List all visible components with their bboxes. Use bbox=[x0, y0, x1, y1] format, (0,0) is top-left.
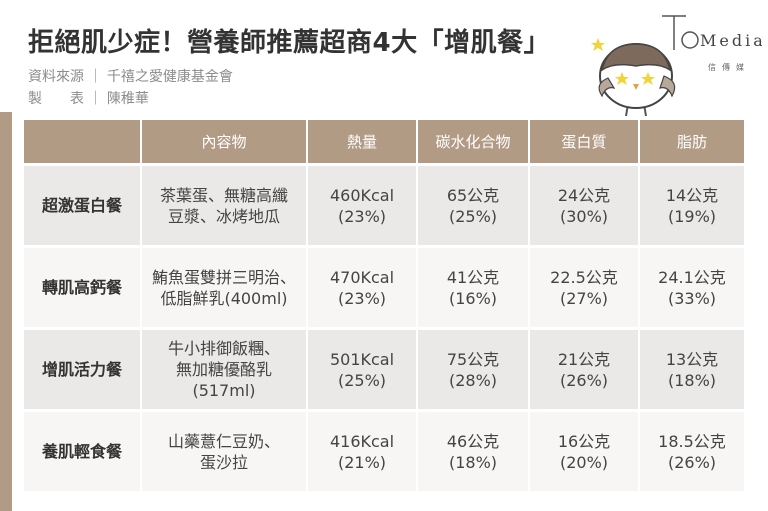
calories-percent: (23%) bbox=[337, 206, 387, 226]
content-line: 無加糖優酪乳 bbox=[175, 360, 272, 379]
protein-cell: 24公克 (30%) bbox=[530, 166, 640, 245]
calories-value: 501Kcal bbox=[329, 349, 395, 369]
fat-percent: (26%) bbox=[667, 452, 717, 472]
carb-percent: (25%) bbox=[448, 206, 498, 226]
protein-percent: (27%) bbox=[559, 288, 609, 308]
source-separator: ｜ bbox=[88, 69, 103, 85]
calories-value: 460Kcal bbox=[329, 185, 395, 205]
meal-content: 山藥薏仁豆奶、 蛋沙拉 bbox=[142, 412, 308, 491]
content-line: 山藥薏仁豆奶、 bbox=[167, 431, 280, 451]
carb-cell: 65公克 (25%) bbox=[418, 166, 530, 245]
calories-value: 416Kcal bbox=[329, 431, 395, 451]
carb-cell: 75公克 (28%) bbox=[418, 330, 530, 409]
calories-percent: (23%) bbox=[337, 288, 387, 308]
fat-value: 18.5公克 bbox=[658, 431, 726, 451]
fat-cell: 18.5公克 (26%) bbox=[640, 412, 744, 491]
carb-value: 46公克 bbox=[446, 431, 500, 451]
header-cell bbox=[24, 120, 142, 163]
source-label: 資料來源 bbox=[28, 69, 84, 85]
carb-percent: (16%) bbox=[448, 288, 498, 308]
media-logo: Media 信傳媒 bbox=[658, 12, 762, 72]
carb-value: 65公克 bbox=[446, 185, 500, 205]
protein-value: 22.5公克 bbox=[550, 267, 618, 287]
fat-value: 14公克 bbox=[665, 185, 719, 205]
calories-cell: 460Kcal (23%) bbox=[308, 166, 418, 245]
fat-cell: 14公克 (19%) bbox=[640, 166, 744, 245]
content-line: 茶葉蛋、無糖高纖 bbox=[159, 185, 288, 205]
table-body: 超激蛋白餐 茶葉蛋、無糖高纖 豆漿、冰烤地瓜 460Kcal (23%) 65公… bbox=[24, 163, 744, 491]
author-value: 陳稚華 bbox=[106, 91, 149, 107]
source-row: 資料來源 ｜ 千禧之愛健康基金會 bbox=[28, 66, 233, 88]
meal-content: 鮪魚蛋雙拼三明治、 低脂鮮乳(400ml) bbox=[142, 248, 308, 327]
media-logo-icon: Media bbox=[662, 15, 762, 50]
meal-content: 牛小排御飯糰、 無加糖優酪乳 (517ml) bbox=[142, 330, 308, 409]
meal-name: 轉肌高鈣餐 bbox=[24, 248, 142, 327]
content-line: 鮪魚蛋雙拼三明治、 bbox=[151, 267, 296, 287]
author-label: 製 表 bbox=[28, 91, 84, 107]
table-row: 養肌輕食餐 山藥薏仁豆奶、 蛋沙拉 416Kcal (21%) 46公克 (18… bbox=[24, 409, 744, 491]
nutrition-table: 內容物 熱量 碳水化合物 蛋白質 脂肪 超激蛋白餐 茶葉蛋、無糖高纖 豆漿、冰烤… bbox=[24, 120, 744, 491]
author-separator: ｜ bbox=[88, 91, 103, 107]
protein-cell: 16公克 (20%) bbox=[530, 412, 640, 491]
header-cell: 蛋白質 bbox=[530, 120, 640, 163]
table-row: 增肌活力餐 牛小排御飯糰、 無加糖優酪乳 (517ml) 501Kcal (25… bbox=[24, 327, 744, 409]
protein-value: 16公克 bbox=[557, 431, 611, 451]
content-line: (517ml) bbox=[192, 381, 256, 400]
calories-cell: 501Kcal (25%) bbox=[308, 330, 418, 409]
fat-cell: 24.1公克 (33%) bbox=[640, 248, 744, 327]
source-value: 千禧之愛健康基金會 bbox=[106, 69, 233, 85]
calories-value: 470Kcal bbox=[329, 267, 395, 287]
calories-percent: (25%) bbox=[337, 370, 387, 390]
protein-cell: 22.5公克 (27%) bbox=[530, 248, 640, 327]
fat-value: 13公克 bbox=[665, 349, 719, 369]
fat-percent: (18%) bbox=[667, 370, 717, 390]
calories-cell: 416Kcal (21%) bbox=[308, 412, 418, 491]
table-row: 轉肌高鈣餐 鮪魚蛋雙拼三明治、 低脂鮮乳(400ml) 470Kcal (23%… bbox=[24, 245, 744, 327]
header-cell: 碳水化合物 bbox=[418, 120, 530, 163]
meal-content: 茶葉蛋、無糖高纖 豆漿、冰烤地瓜 bbox=[142, 166, 308, 245]
carb-cell: 41公克 (16%) bbox=[418, 248, 530, 327]
content-line: 豆漿、冰烤地瓜 bbox=[167, 206, 280, 226]
left-accent-bar bbox=[0, 112, 12, 511]
carb-percent: (18%) bbox=[448, 452, 498, 472]
header-cell: 內容物 bbox=[142, 120, 308, 163]
content-line: 蛋沙拉 bbox=[199, 452, 248, 472]
page-title: 拒絕肌少症！營養師推薦超商4大「增肌餐」 bbox=[28, 28, 551, 58]
content-line: 牛小排御飯糰、 bbox=[167, 339, 280, 358]
header-cell: 脂肪 bbox=[676, 133, 707, 151]
protein-value: 21公克 bbox=[557, 349, 611, 369]
fat-cell: 13公克 (18%) bbox=[640, 330, 744, 409]
content-line: 低脂鮮乳(400ml) bbox=[160, 288, 288, 308]
author-row: 製 表 ｜ 陳稚華 bbox=[28, 88, 233, 110]
header-cell: 熱量 bbox=[308, 120, 418, 163]
svg-text:Media: Media bbox=[700, 31, 762, 50]
protein-percent: (30%) bbox=[559, 206, 609, 226]
fat-percent: (33%) bbox=[667, 288, 717, 308]
owl-mascot-icon bbox=[591, 38, 676, 117]
fat-percent: (19%) bbox=[667, 206, 717, 226]
table-header: 內容物 熱量 碳水化合物 蛋白質 脂肪 bbox=[24, 120, 744, 163]
protein-percent: (26%) bbox=[559, 370, 609, 390]
calories-cell: 470Kcal (23%) bbox=[308, 248, 418, 327]
carb-cell: 46公克 (18%) bbox=[418, 412, 530, 491]
table-row: 超激蛋白餐 茶葉蛋、無糖高纖 豆漿、冰烤地瓜 460Kcal (23%) 65公… bbox=[24, 163, 744, 245]
carb-percent: (28%) bbox=[448, 370, 498, 390]
media-logo-subtitle: 信傳媒 bbox=[708, 63, 750, 72]
meal-name: 增肌活力餐 bbox=[24, 330, 142, 409]
protein-value: 24公克 bbox=[557, 185, 611, 205]
meal-name: 超激蛋白餐 bbox=[24, 166, 142, 245]
carb-value: 41公克 bbox=[446, 267, 500, 287]
source-info: 資料來源 ｜ 千禧之愛健康基金會 製 表 ｜ 陳稚華 bbox=[28, 66, 233, 110]
carb-value: 75公克 bbox=[446, 349, 500, 369]
meal-name: 養肌輕食餐 bbox=[24, 412, 142, 491]
calories-percent: (21%) bbox=[337, 452, 387, 472]
fat-value: 24.1公克 bbox=[658, 267, 726, 287]
protein-cell: 21公克 (26%) bbox=[530, 330, 640, 409]
protein-percent: (20%) bbox=[559, 452, 609, 472]
